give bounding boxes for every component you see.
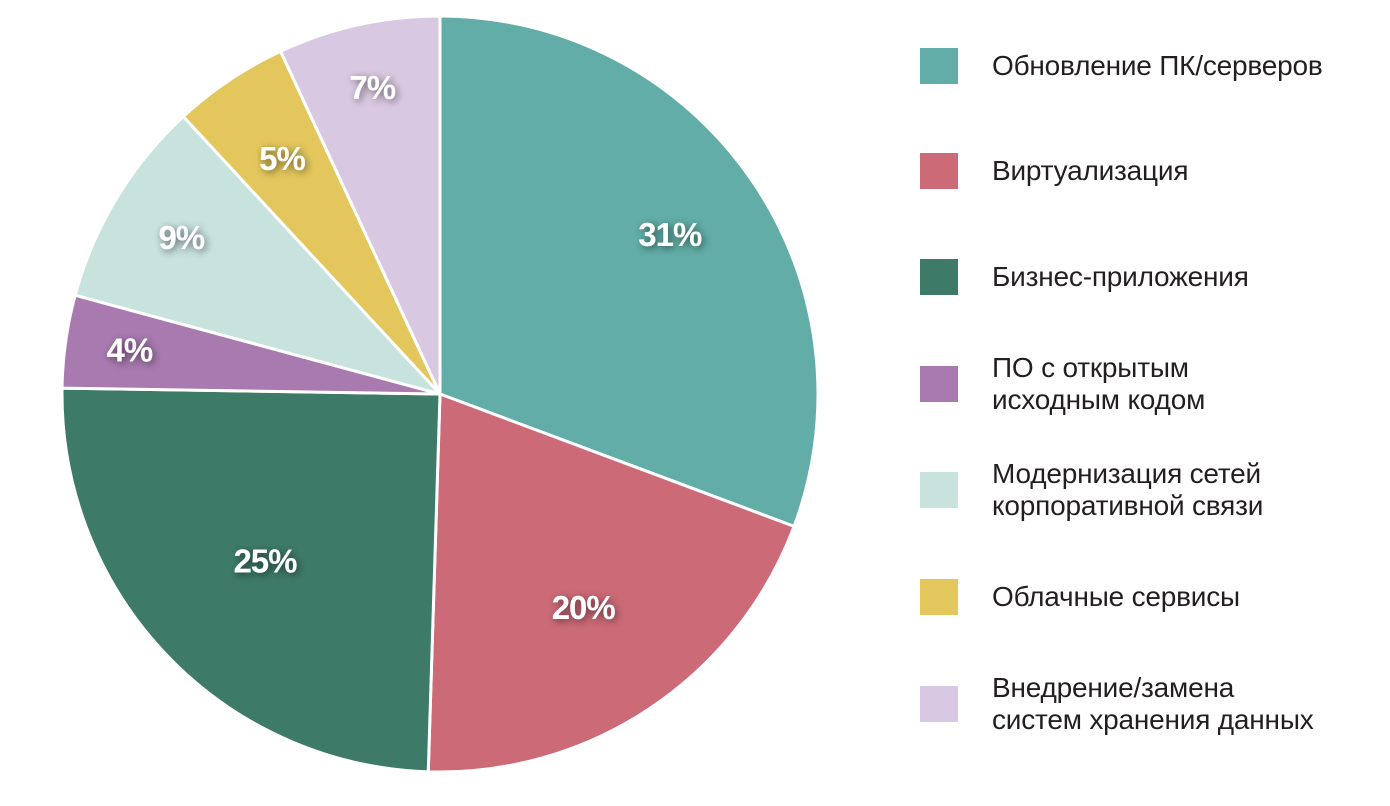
slice-value-label: 31% [638, 216, 702, 253]
legend-swatch [920, 579, 958, 615]
legend-label: ПО с открытым исходным кодом [992, 352, 1206, 415]
legend-label: Внедрение/замена систем хранения данных [992, 672, 1314, 735]
pie-slice [73, 115, 442, 396]
legend-item: Бизнес-приложения [920, 243, 1380, 311]
legend-item: Модернизация сетей корпоративной связи [920, 456, 1380, 524]
legend-swatch [920, 48, 958, 84]
legend-swatch [920, 259, 958, 295]
legend-item: Виртуализация [920, 137, 1380, 205]
legend-label: Бизнес-приложения [992, 261, 1249, 292]
legend-swatch [920, 366, 958, 402]
pie-value-labels: 31% 20% 25% 4% 9% 5% 7% [106, 69, 703, 626]
legend-swatch [920, 686, 958, 722]
legend: Обновление ПК/серверов Виртуализация Бизне… [920, 0, 1380, 806]
legend-label: Облачные сервисы [992, 581, 1240, 612]
legend-label: Модернизация сетей корпоративной связи [992, 458, 1264, 521]
slice-value-label: 7% [349, 69, 395, 106]
slice-value-label: 25% [233, 543, 297, 580]
pie-slice [279, 14, 442, 396]
slice-value-label: 4% [106, 332, 152, 369]
legend-label: Обновление ПК/серверов [992, 50, 1323, 81]
legend-swatch [920, 472, 958, 508]
slice-value-label: 5% [259, 140, 305, 177]
slice-value-label: 20% [552, 589, 616, 626]
legend-label: Виртуализация [992, 155, 1189, 186]
pie-slice [426, 392, 796, 774]
slice-value-label: 9% [158, 219, 204, 256]
pie-slice [60, 386, 442, 774]
pie-slice [438, 14, 820, 528]
pie-slices [60, 14, 820, 774]
legend-item: Внедрение/замена систем хранения данных [920, 670, 1380, 738]
legend-item: ПО с открытым исходным кодом [920, 350, 1380, 418]
legend-item: Обновление ПК/серверов [920, 32, 1380, 100]
legend-swatch [920, 153, 958, 189]
legend-item: Облачные сервисы [920, 563, 1380, 631]
